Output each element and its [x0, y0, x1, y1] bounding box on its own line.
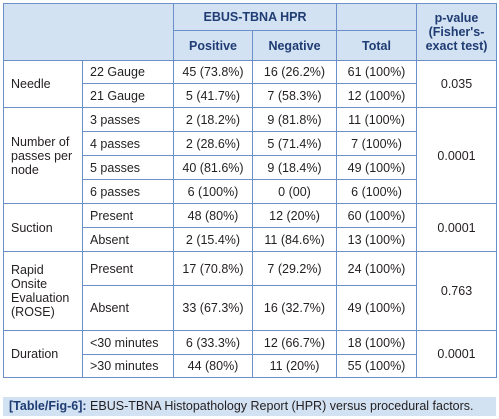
negative-cell: 9 (18.4%): [253, 156, 337, 180]
negative-cell: 9 (81.8%): [253, 108, 337, 132]
positive-cell: 17 (70.8%): [174, 252, 253, 286]
header-group: EBUS-TBNA HPR: [174, 4, 337, 31]
total-cell: 60 (100%): [337, 204, 417, 228]
level-cell: >30 minutes: [83, 355, 174, 378]
level-cell: Present: [83, 252, 174, 286]
level-cell: 21 Gauge: [83, 84, 174, 108]
table-row: Number of passes per node 3 passes 2 (18…: [4, 108, 497, 132]
factor-cell: Rapid Onsite Evaluation (ROSE): [4, 252, 83, 331]
positive-cell: 40 (81.6%): [174, 156, 253, 180]
positive-cell: 6 (33.3%): [174, 331, 253, 355]
caption-label: [Table/Fig-6]:: [9, 399, 87, 413]
level-cell: 22 Gauge: [83, 61, 174, 84]
total-cell: 18 (100%): [337, 331, 417, 355]
level-cell: Present: [83, 204, 174, 228]
total-cell: 49 (100%): [337, 286, 417, 331]
factor-cell: Duration: [4, 331, 83, 378]
negative-cell: 5 (71.4%): [253, 132, 337, 156]
level-cell: Absent: [83, 286, 174, 331]
header-pvalue: p-value (Fisher's-exact test): [417, 4, 497, 61]
header-positive: Positive: [174, 31, 253, 61]
table-caption: [Table/Fig-6]: EBUS-TBNA Histopathology …: [3, 397, 496, 416]
negative-cell: 16 (32.7%): [253, 286, 337, 331]
caption-text: EBUS-TBNA Histopathology Report (HPR) ve…: [90, 399, 473, 413]
positive-cell: 6 (100%): [174, 180, 253, 204]
header-total: Total: [337, 31, 417, 61]
total-cell: 11 (100%): [337, 108, 417, 132]
positive-cell: 44 (80%): [174, 355, 253, 378]
pvalue-cell: 0.0001: [417, 108, 497, 204]
level-cell: 5 passes: [83, 156, 174, 180]
level-cell: 3 passes: [83, 108, 174, 132]
total-cell: 61 (100%): [337, 61, 417, 84]
header-blank: [4, 4, 174, 61]
positive-cell: 2 (18.2%): [174, 108, 253, 132]
negative-cell: 11 (84.6%): [253, 228, 337, 252]
total-cell: 7 (100%): [337, 132, 417, 156]
positive-cell: 2 (15.4%): [174, 228, 253, 252]
level-cell: 6 passes: [83, 180, 174, 204]
table-row: Rapid Onsite Evaluation (ROSE) Present 1…: [4, 252, 497, 286]
pvalue-cell: 0.035: [417, 61, 497, 108]
total-cell: 6 (100%): [337, 180, 417, 204]
total-cell: 12 (100%): [337, 84, 417, 108]
results-table: EBUS-TBNA HPR p-value (Fisher's-exact te…: [3, 3, 497, 378]
negative-cell: 11 (20%): [253, 355, 337, 378]
pvalue-cell: 0.0001: [417, 204, 497, 252]
positive-cell: 48 (80%): [174, 204, 253, 228]
positive-cell: 2 (28.6%): [174, 132, 253, 156]
header-total-blank: [337, 4, 417, 31]
total-cell: 13 (100%): [337, 228, 417, 252]
negative-cell: 0 (00): [253, 180, 337, 204]
negative-cell: 12 (66.7%): [253, 331, 337, 355]
total-cell: 55 (100%): [337, 355, 417, 378]
positive-cell: 33 (67.3%): [174, 286, 253, 331]
negative-cell: 16 (26.2%): [253, 61, 337, 84]
table-row: Duration <30 minutes 6 (33.3%) 12 (66.7%…: [4, 331, 497, 355]
negative-cell: 7 (29.2%): [253, 252, 337, 286]
factor-cell: Suction: [4, 204, 83, 252]
factor-cell: Needle: [4, 61, 83, 108]
level-cell: 4 passes: [83, 132, 174, 156]
negative-cell: 7 (58.3%): [253, 84, 337, 108]
table-row: Needle 22 Gauge 45 (73.8%) 16 (26.2%) 61…: [4, 61, 497, 84]
total-cell: 24 (100%): [337, 252, 417, 286]
header-negative: Negative: [253, 31, 337, 61]
total-cell: 49 (100%): [337, 156, 417, 180]
pvalue-cell: 0.0001: [417, 331, 497, 378]
pvalue-cell: 0.763: [417, 252, 497, 331]
positive-cell: 45 (73.8%): [174, 61, 253, 84]
level-cell: Absent: [83, 228, 174, 252]
negative-cell: 12 (20%): [253, 204, 337, 228]
table-row: Suction Present 48 (80%) 12 (20%) 60 (10…: [4, 204, 497, 228]
level-cell: <30 minutes: [83, 331, 174, 355]
factor-cell: Number of passes per node: [4, 108, 83, 204]
positive-cell: 5 (41.7%): [174, 84, 253, 108]
